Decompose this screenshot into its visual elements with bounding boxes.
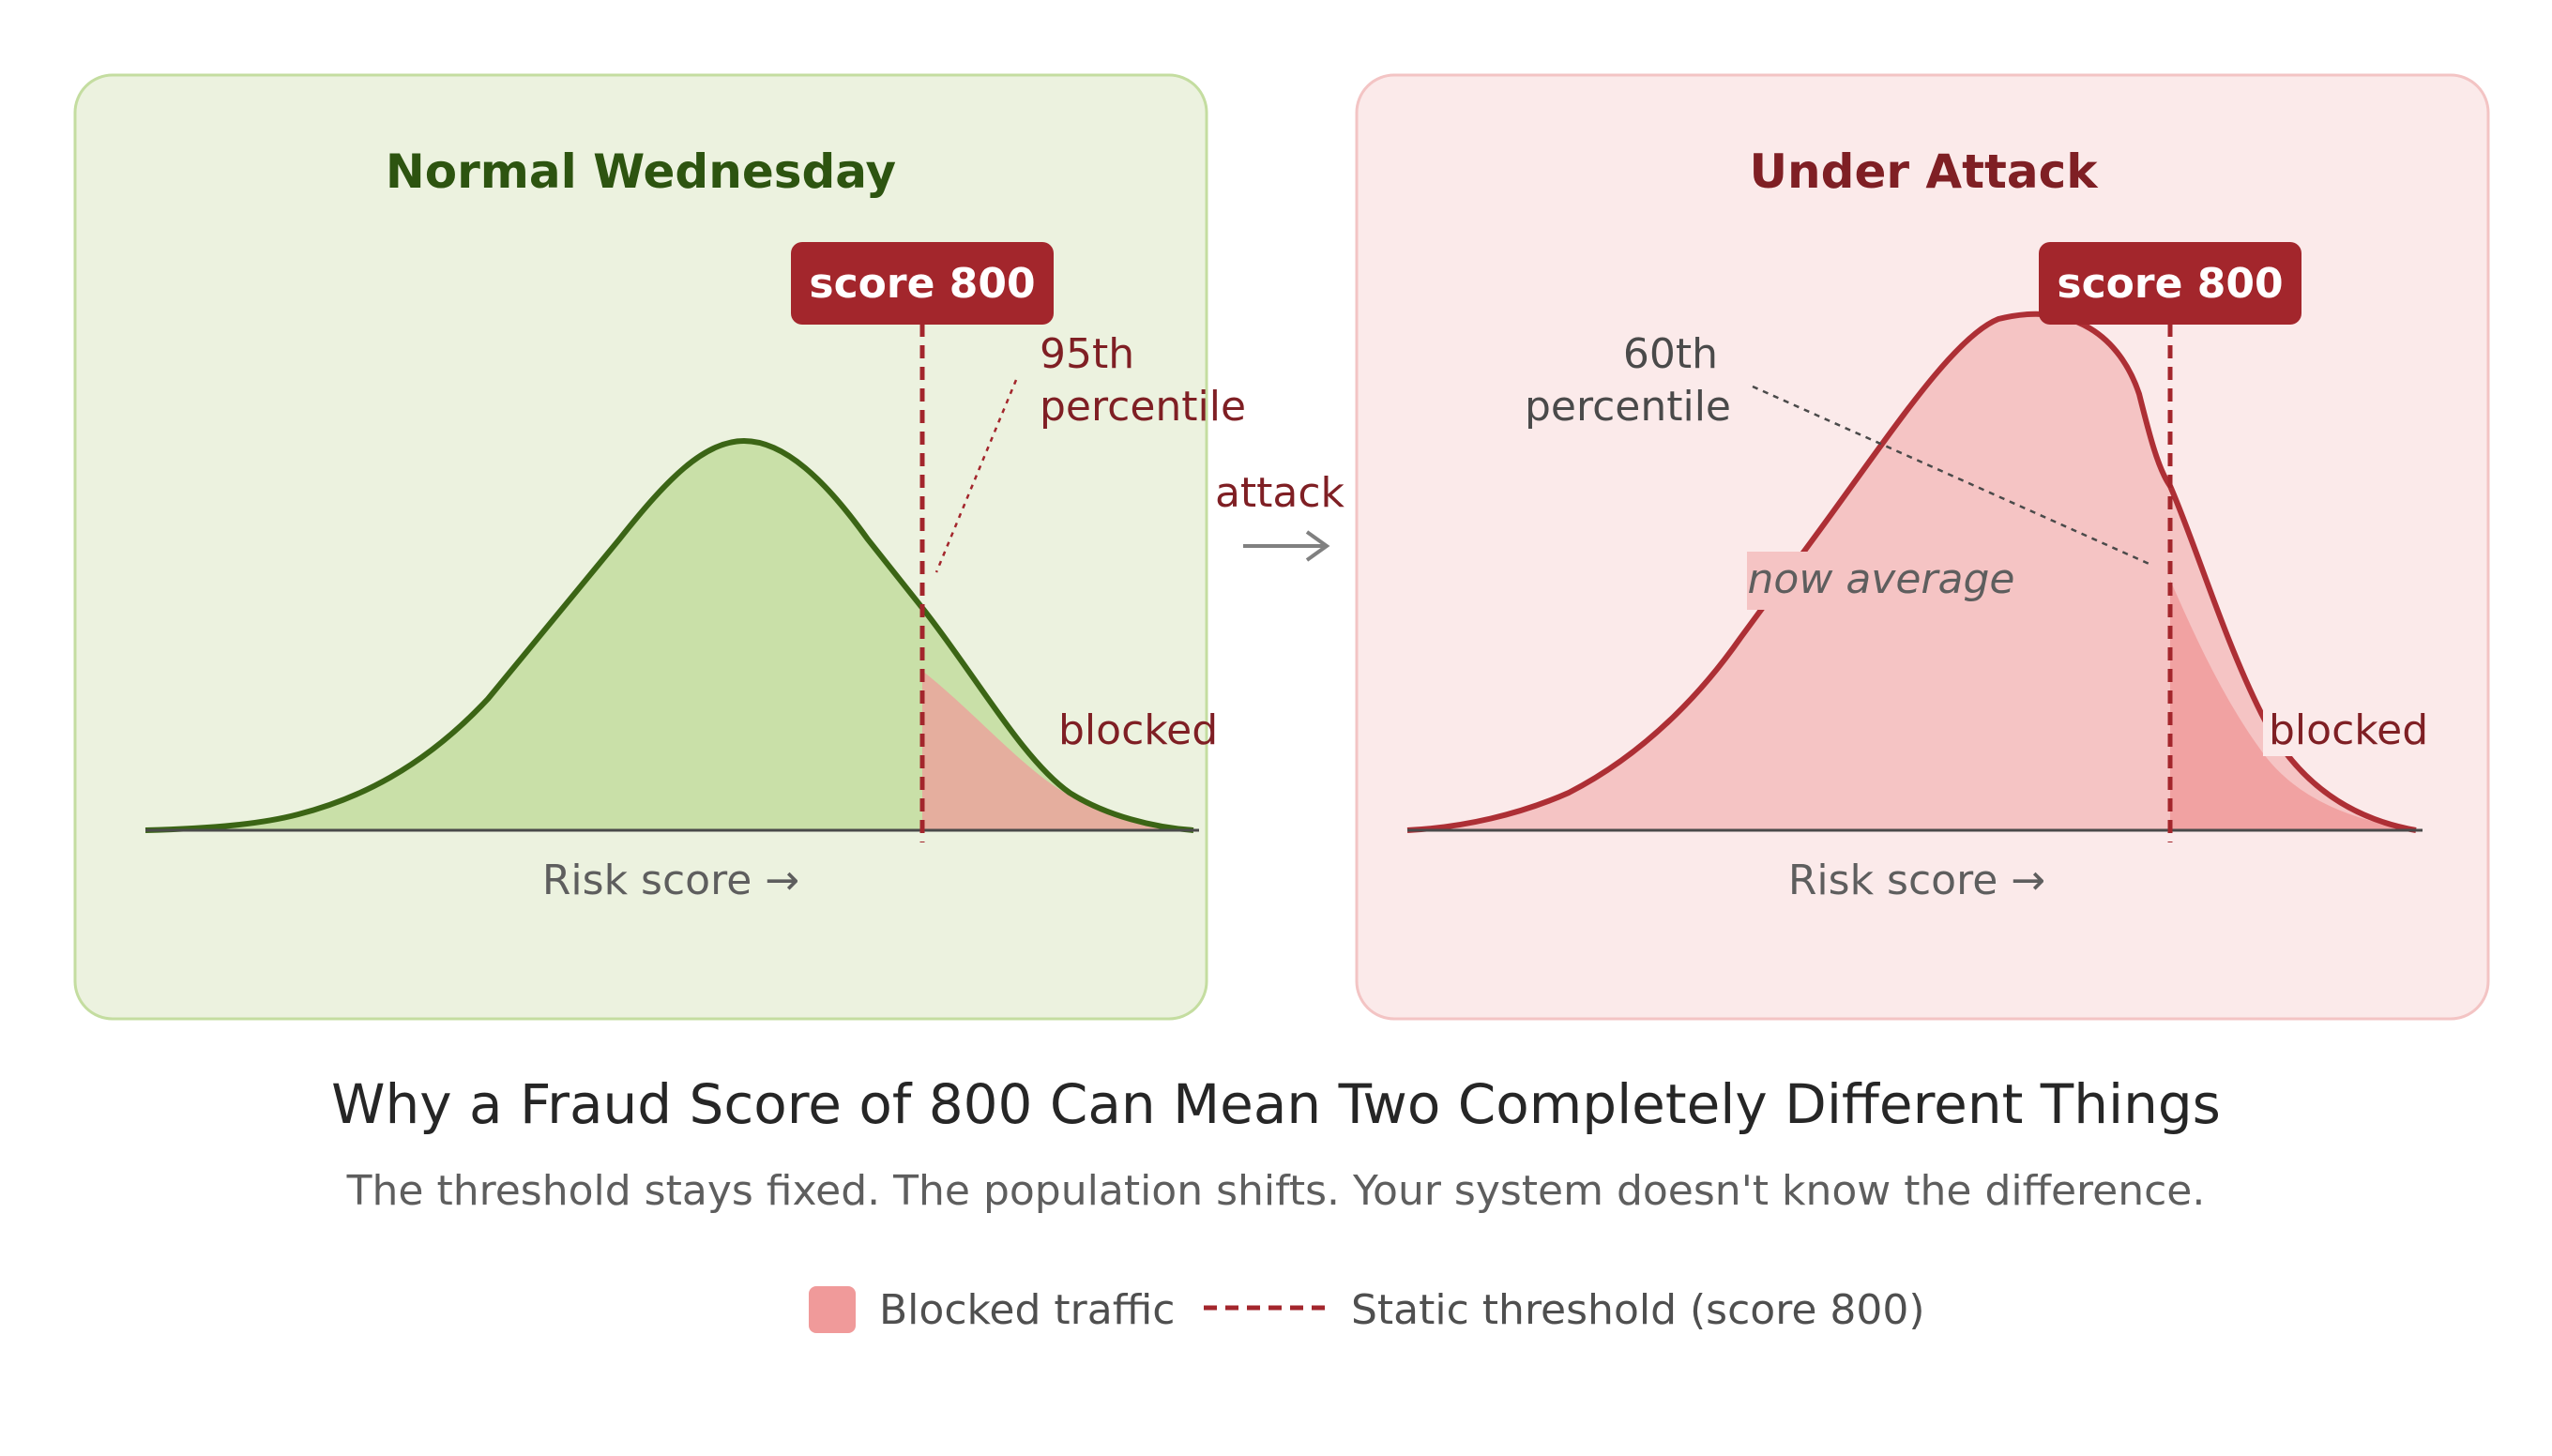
normal-percentile-leader (934, 379, 1018, 573)
normal-distribution-curve (144, 437, 1194, 833)
normal-panel: Normal Wednesday score 800 95th percenti… (73, 73, 1246, 1021)
svg-text:score 800: score 800 (2057, 260, 2283, 308)
attack-arrow-head (1305, 530, 1330, 562)
attack-panel-title: Under Attack (1749, 144, 2099, 199)
attack-percentile-line2: percentile (1525, 383, 1731, 431)
attack-blocked-label-backdrop (2263, 698, 2432, 756)
normal-blocked-tail (922, 671, 1193, 830)
normal-panel-title: Normal Wednesday (386, 144, 896, 199)
normal-percentile-label: 95th percentile (1040, 330, 1246, 431)
figure-title: Why a Fraud Score of 800 Can Mean Two Co… (331, 1072, 2221, 1136)
attack-blocked-label: blocked (2269, 706, 2428, 754)
attack-percentile-label: 60th percentile (1525, 330, 1731, 431)
attack-percentile-line1: 60th (1623, 330, 1718, 378)
attack-label: attack (1215, 469, 1345, 517)
legend-threshold-label: Static threshold (score 800) (1351, 1286, 1925, 1334)
attack-average-label-backdrop (1747, 552, 2027, 610)
attack-blocked-tail (2170, 580, 2416, 830)
attack-axis-label: Risk score → (1788, 857, 2045, 904)
normal-threshold-badge: score 800 (791, 242, 1054, 325)
attack-panel: Under Attack score 800 60th percentile n… (1355, 73, 2490, 1021)
svg-text:score 800: score 800 (809, 260, 1035, 308)
attack-arrow: attack (1215, 469, 1345, 562)
normal-percentile-line1: 95th (1040, 330, 1134, 378)
normal-blocked-label: blocked (1058, 706, 1218, 754)
normal-axis-label: Risk score → (542, 857, 799, 904)
attack-average-label: now average (1748, 555, 2015, 603)
attack-threshold-badge: score 800 (2039, 242, 2301, 325)
normal-percentile-line2: percentile (1040, 383, 1246, 431)
legend-blocked-label: Blocked traffic (879, 1286, 1175, 1334)
legend: Blocked traffic Static threshold (score … (809, 1286, 1925, 1334)
figure-subtitle: The threshold stays fixed. The populatio… (346, 1167, 2206, 1215)
attack-percentile-leader (1752, 385, 2154, 568)
legend-blocked-swatch (809, 1286, 856, 1333)
